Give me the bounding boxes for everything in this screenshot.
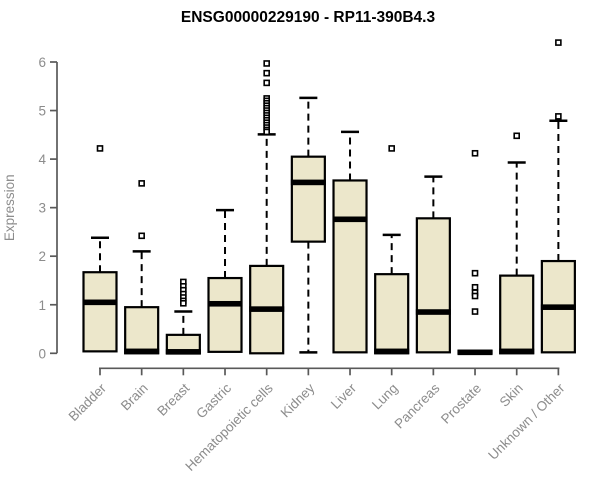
outlier-point-icon (96, 145, 104, 152)
outlier-point-icon (263, 69, 270, 77)
box-rect (499, 274, 535, 355)
median-line (165, 349, 201, 355)
box-group (499, 132, 535, 355)
median-line (374, 348, 410, 355)
outlier-point-icon (263, 79, 270, 87)
median-line (540, 304, 576, 310)
outlier-point-icon (471, 149, 479, 157)
box-group (415, 175, 451, 354)
box-group (82, 145, 118, 353)
y-axis-title: Expression (2, 174, 17, 241)
median-line (207, 300, 243, 307)
x-category-label: Brain (118, 381, 151, 414)
outlier-point-icon (471, 308, 479, 315)
box-rect (124, 306, 160, 355)
box-rect (207, 276, 243, 353)
box-rect (82, 271, 118, 353)
x-category-label: Lung (369, 381, 401, 413)
outlier-point-icon (471, 269, 479, 277)
x-category-label: Gastric (193, 380, 234, 421)
x-category-label: Prostate (438, 381, 484, 427)
y-tick-label: 3 (38, 201, 46, 216)
x-category-label: Breast (154, 380, 192, 418)
x-category-label: Kidney (278, 380, 318, 420)
y-tick-label: 1 (38, 298, 46, 313)
box-rect (415, 217, 451, 354)
x-category-label: Bladder (66, 380, 110, 424)
x-category-label: Skin (497, 381, 526, 410)
outlier-point-icon (138, 180, 145, 187)
y-tick-label: 0 (38, 346, 46, 361)
box-group (374, 145, 410, 355)
median-line (249, 306, 285, 312)
outlier-point-icon (388, 145, 395, 152)
box-group (124, 180, 160, 355)
box-group (540, 39, 576, 354)
median-line (82, 299, 118, 306)
median-line (332, 216, 368, 223)
box-group (207, 208, 243, 353)
median-line (457, 349, 493, 356)
y-tick-label: 6 (38, 55, 46, 70)
y-tick-label: 4 (38, 152, 46, 167)
box-group (165, 278, 201, 355)
median-line (499, 348, 535, 355)
x-category-label: Pancreas (392, 380, 443, 431)
outlier-point-icon (138, 232, 145, 240)
box-rect (332, 179, 368, 354)
outlier-point-icon (471, 283, 479, 291)
box-group (457, 149, 493, 356)
chart-title: ENSG00000229190 - RP11-390B4.3 (181, 9, 436, 26)
outlier-point-icon (471, 292, 479, 300)
box-rect (374, 273, 410, 355)
outlier-point-icon (263, 128, 270, 136)
y-tick-label: 5 (38, 104, 46, 119)
median-line (415, 309, 451, 315)
median-line (290, 179, 326, 186)
outlier-point-icon (555, 113, 562, 120)
x-category-label: Unknown / Other (485, 380, 568, 463)
outlier-point-icon (263, 60, 270, 67)
outlier-point-icon (555, 39, 562, 46)
median-line (124, 348, 160, 355)
box-group (290, 96, 326, 354)
x-category-label: Liver (328, 380, 360, 412)
box-rect (290, 155, 326, 243)
outlier-point-icon (180, 299, 187, 307)
y-tick-label: 2 (38, 249, 46, 264)
box-group (249, 60, 285, 355)
box-group (332, 130, 368, 354)
outlier-point-icon (513, 132, 521, 140)
